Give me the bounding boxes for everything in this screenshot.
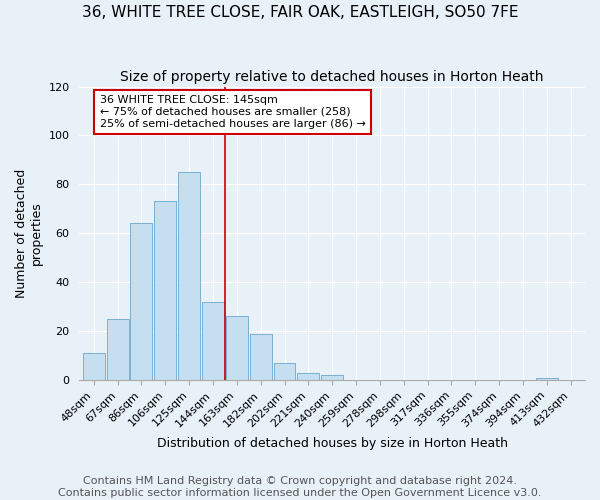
- Bar: [83, 353, 104, 380]
- Bar: [226, 316, 248, 380]
- Text: 36, WHITE TREE CLOSE, FAIR OAK, EASTLEIGH, SO50 7FE: 36, WHITE TREE CLOSE, FAIR OAK, EASTLEIG…: [82, 5, 518, 20]
- Y-axis label: Number of detached
properties: Number of detached properties: [15, 168, 43, 298]
- Text: 36 WHITE TREE CLOSE: 145sqm
← 75% of detached houses are smaller (258)
25% of se: 36 WHITE TREE CLOSE: 145sqm ← 75% of det…: [100, 96, 365, 128]
- Bar: [536, 378, 558, 380]
- Text: Contains HM Land Registry data © Crown copyright and database right 2024.
Contai: Contains HM Land Registry data © Crown c…: [58, 476, 542, 498]
- Title: Size of property relative to detached houses in Horton Heath: Size of property relative to detached ho…: [121, 70, 544, 84]
- Bar: [298, 372, 319, 380]
- Bar: [154, 202, 176, 380]
- Bar: [321, 375, 343, 380]
- X-axis label: Distribution of detached houses by size in Horton Heath: Distribution of detached houses by size …: [157, 437, 508, 450]
- Bar: [130, 224, 152, 380]
- Bar: [250, 334, 272, 380]
- Bar: [202, 302, 224, 380]
- Bar: [107, 319, 128, 380]
- Bar: [178, 172, 200, 380]
- Bar: [274, 363, 295, 380]
